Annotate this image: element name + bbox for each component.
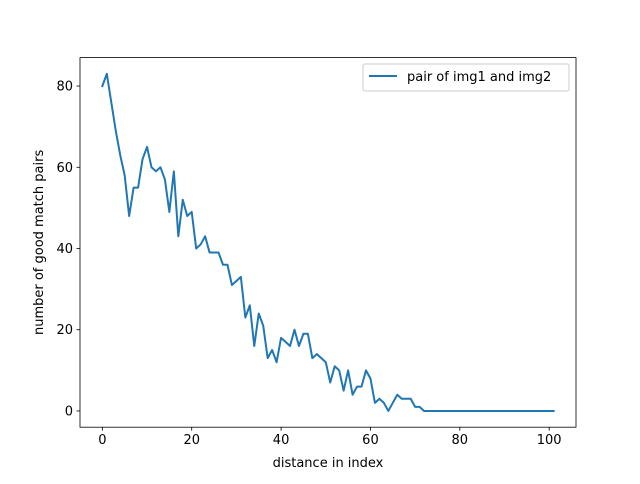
axes-frame <box>79 57 577 428</box>
x-tick-label: 60 <box>362 433 379 448</box>
y-tick-label: 80 <box>56 80 73 95</box>
axis-ticks: 0 20 40 60 80 100 0 20 40 60 80 <box>56 80 561 449</box>
legend: pair of img1 and img2 <box>362 63 570 92</box>
y-tick-label: 0 <box>65 404 73 419</box>
y-tick-label: 20 <box>56 323 73 338</box>
x-tick-label: 100 <box>537 433 562 448</box>
legend-box <box>362 63 570 92</box>
y-axis-label: number of good match pairs <box>32 150 47 335</box>
series-line <box>101 72 555 412</box>
x-tick-label: 40 <box>273 433 290 448</box>
y-tick-label: 60 <box>56 161 73 176</box>
x-tick-label: 0 <box>98 433 106 448</box>
x-tick-label: 20 <box>183 433 200 448</box>
y-tick-label: 40 <box>56 242 73 257</box>
plot-area <box>101 72 555 412</box>
x-tick-label: 80 <box>452 433 469 448</box>
x-axis-label: distance in index <box>273 456 384 471</box>
legend-label: pair of img1 and img2 <box>407 70 551 85</box>
